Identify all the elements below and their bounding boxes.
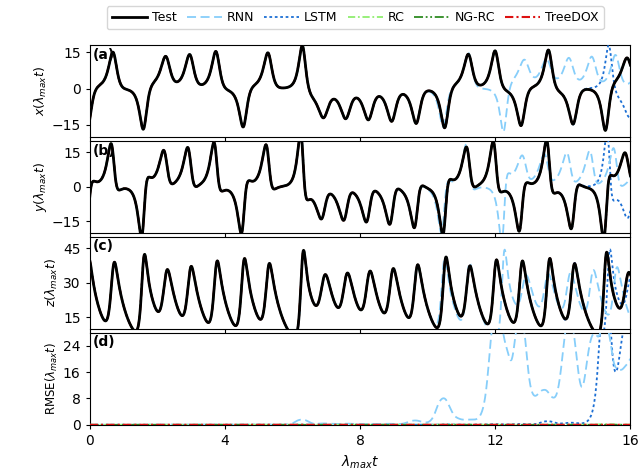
Y-axis label: $z(\lambda_{max}t)$: $z(\lambda_{max}t)$: [44, 258, 60, 307]
Y-axis label: $x(\lambda_{max}t)$: $x(\lambda_{max}t)$: [33, 66, 49, 116]
Text: (b): (b): [92, 143, 115, 158]
Text: (c): (c): [92, 239, 113, 253]
Y-axis label: $y(\lambda_{max}t)$: $y(\lambda_{max}t)$: [31, 162, 49, 212]
Text: (a): (a): [92, 48, 115, 62]
X-axis label: $\lambda_{max}t$: $\lambda_{max}t$: [341, 454, 379, 471]
Y-axis label: RMSE$(\lambda_{max}t)$: RMSE$(\lambda_{max}t)$: [44, 342, 60, 415]
Text: (d): (d): [92, 335, 115, 349]
Legend: Test, RNN, LSTM, RC, NG-RC, TreeDOX: Test, RNN, LSTM, RC, NG-RC, TreeDOX: [107, 6, 604, 29]
